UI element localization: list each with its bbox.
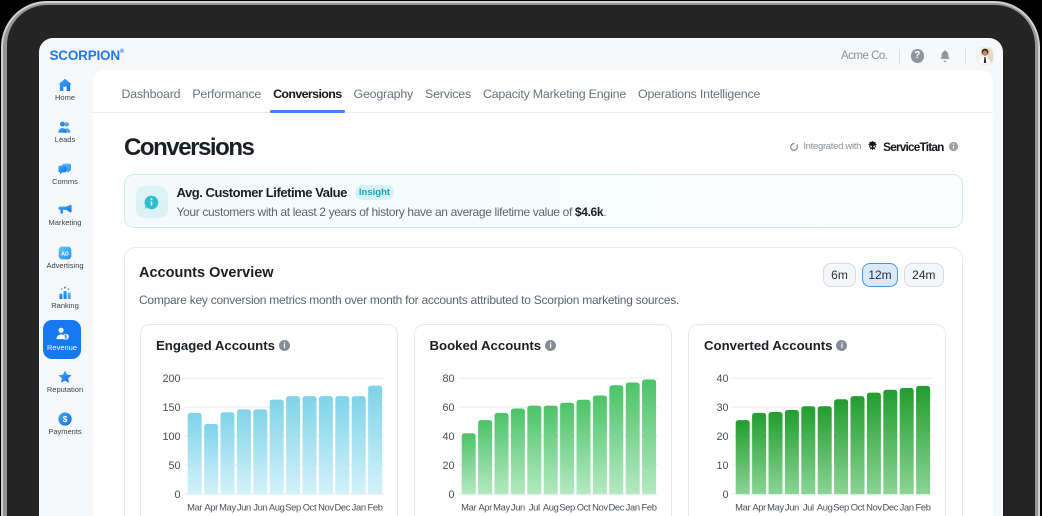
- svg-text:40: 40: [716, 373, 728, 385]
- svg-text:Apr: Apr: [752, 501, 766, 512]
- svg-text:Jul: Jul: [803, 501, 814, 512]
- svg-text:Mar: Mar: [461, 501, 476, 512]
- svg-text:Dec: Dec: [608, 501, 624, 512]
- svg-text:Dec: Dec: [882, 501, 898, 512]
- svg-text:80: 80: [442, 373, 454, 385]
- svg-text:40: 40: [442, 431, 454, 443]
- svg-text:Jul: Jul: [528, 501, 539, 512]
- svg-text:Jun: Jun: [785, 501, 799, 512]
- svg-text:50: 50: [168, 460, 180, 472]
- svg-text:Apr: Apr: [204, 501, 218, 512]
- svg-text:200: 200: [162, 373, 180, 385]
- svg-text:Mar: Mar: [187, 501, 202, 512]
- svg-text:Feb: Feb: [916, 501, 931, 512]
- svg-text:20: 20: [716, 431, 728, 443]
- svg-text:Aug: Aug: [269, 501, 285, 512]
- svg-text:May: May: [493, 501, 510, 512]
- svg-text:Oct: Oct: [576, 501, 590, 512]
- svg-text:Aug: Aug: [817, 501, 833, 512]
- svg-text:Apr: Apr: [478, 501, 492, 512]
- svg-text:Mar: Mar: [735, 501, 750, 512]
- svg-text:$: $: [64, 335, 67, 341]
- svg-text:May: May: [219, 501, 236, 512]
- svg-text:Jan: Jan: [900, 501, 914, 512]
- svg-text:Oct: Oct: [303, 501, 317, 512]
- svg-text:Nov: Nov: [592, 501, 608, 512]
- svg-text:10: 10: [716, 460, 728, 472]
- svg-text:Sep: Sep: [285, 501, 301, 512]
- svg-text:60: 60: [442, 402, 454, 414]
- svg-text:Feb: Feb: [641, 501, 656, 512]
- svg-text:May: May: [767, 501, 784, 512]
- svg-text:Jun: Jun: [237, 501, 251, 512]
- svg-text:0: 0: [722, 489, 728, 501]
- svg-text:Nov: Nov: [866, 501, 882, 512]
- svg-text:Jan: Jan: [352, 501, 366, 512]
- svg-text:100: 100: [162, 431, 180, 443]
- svg-text:Aug: Aug: [542, 501, 558, 512]
- svg-text:30: 30: [716, 402, 728, 414]
- svg-text:Jun: Jun: [253, 501, 267, 512]
- svg-text:AD: AD: [61, 251, 69, 257]
- svg-text:Feb: Feb: [368, 501, 383, 512]
- svg-text:0: 0: [448, 489, 454, 501]
- svg-text:$: $: [63, 414, 68, 424]
- svg-text:Jan: Jan: [625, 501, 639, 512]
- svg-text:20: 20: [442, 460, 454, 472]
- svg-text:0: 0: [174, 489, 180, 501]
- svg-text:Nov: Nov: [318, 501, 334, 512]
- svg-text:Sep: Sep: [833, 501, 849, 512]
- svg-text:Sep: Sep: [559, 501, 575, 512]
- svg-text:Dec: Dec: [334, 501, 350, 512]
- svg-text:Oct: Oct: [851, 501, 865, 512]
- svg-text:Jun: Jun: [510, 501, 524, 512]
- svg-text:150: 150: [162, 402, 180, 414]
